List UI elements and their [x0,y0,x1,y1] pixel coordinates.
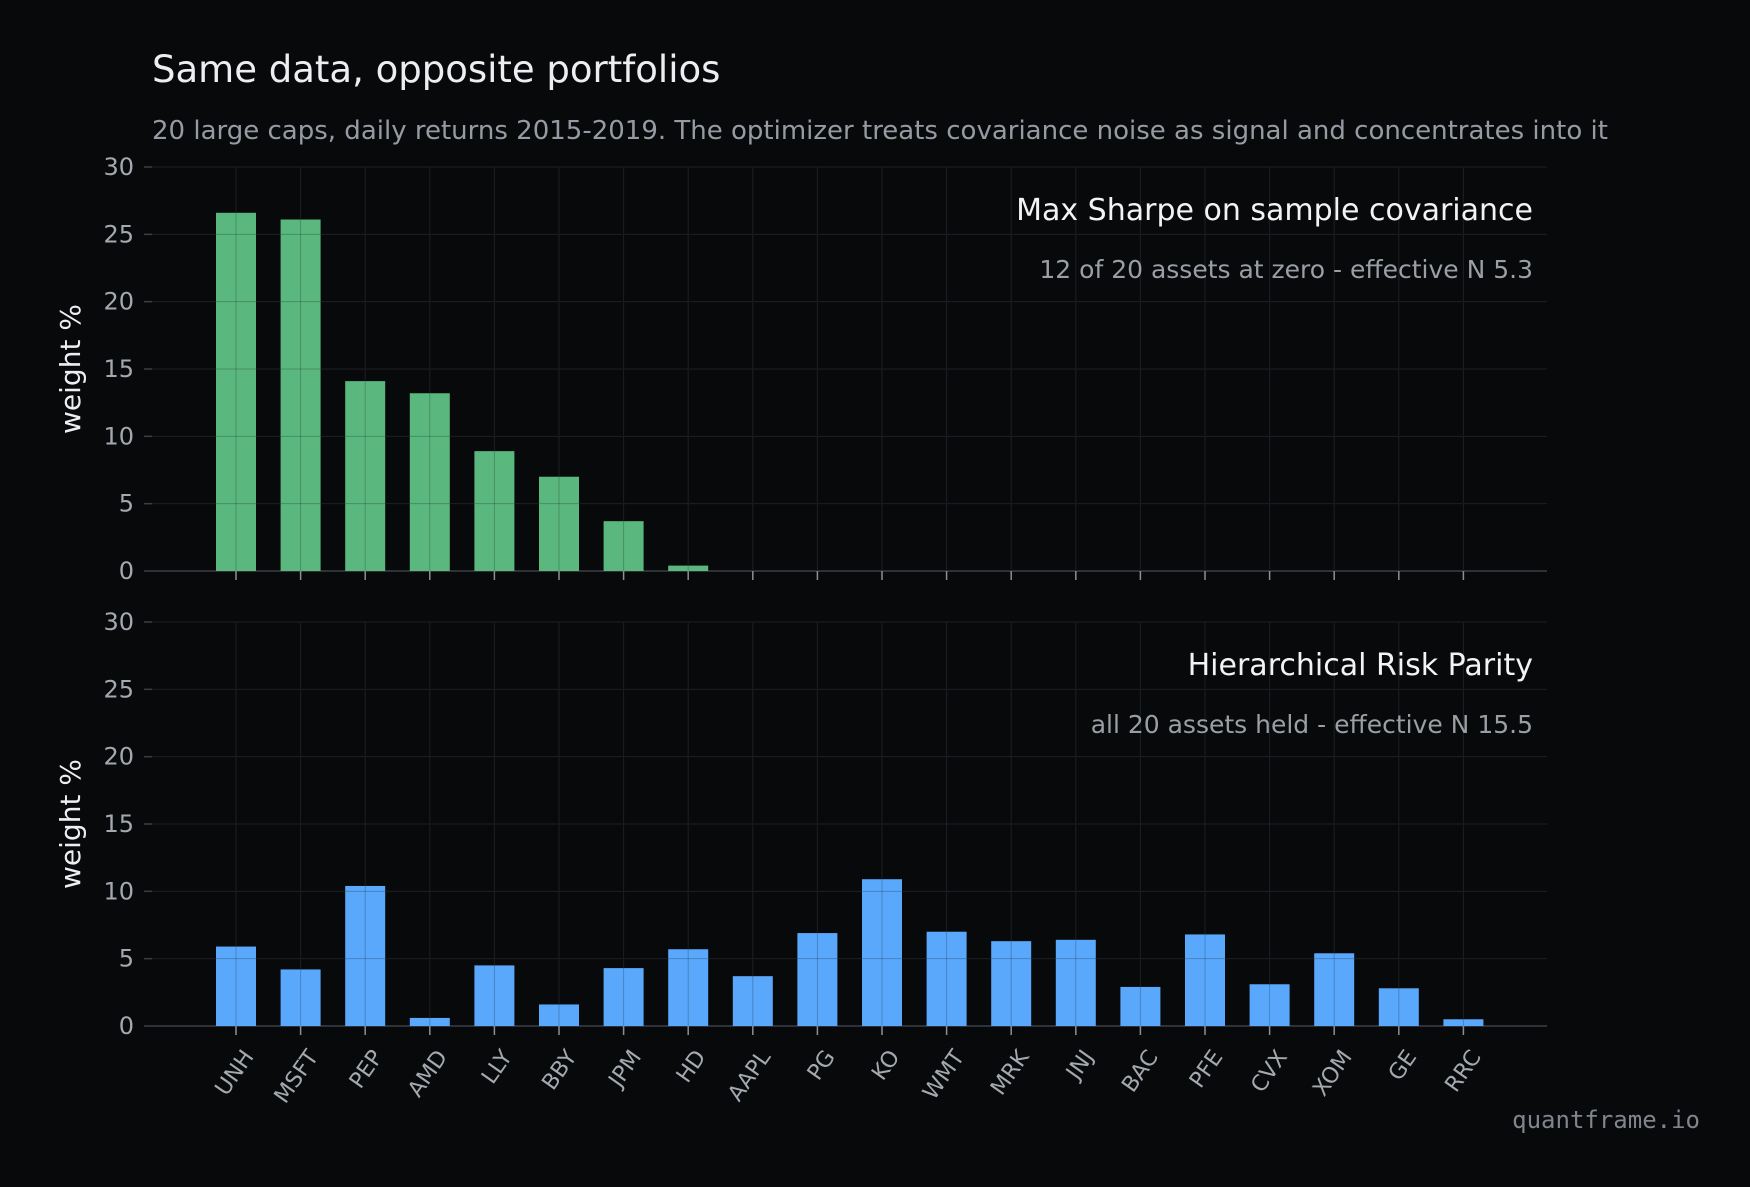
bar-ge [1378,988,1419,1026]
y-tick-label: 0 [119,557,134,585]
chart-title: Same data, opposite portfolios [152,48,721,91]
max-sharpe-panel-title: Max Sharpe on sample covariance [1016,193,1533,228]
x-tick-label-pg: PG [803,1046,841,1085]
x-tick-label-rrc: RRC [1441,1046,1487,1097]
bar-bby [539,476,579,571]
bar-jpm [603,521,644,571]
x-tick-label-xom: XOM [1308,1046,1357,1101]
y-tick-label: 15 [103,810,134,838]
hrp-panel: 0 5 10 15 20 25 30 weight % Hierarchical Risk Pa… [54,608,1547,1040]
x-tick-label-unh: UNH [211,1046,260,1101]
bar-amd [409,393,450,571]
bar-hd [668,949,709,1026]
bar-pfe [1185,934,1225,1026]
x-tick-label-lly: LLY [477,1045,518,1088]
y-tick-label: 5 [119,490,134,518]
watermark: quantframe.io [1512,1106,1700,1134]
bar-lly [474,451,515,571]
x-tick-label-ge: GE [1384,1046,1422,1086]
y-axis-title: weight % [54,304,87,434]
max-sharpe-panel: 0 5 10 15 20 25 30 weight % Max Sharpe on sample… [54,153,1547,585]
bar-cvx [1249,984,1290,1026]
x-tick-label-ko: KO [867,1046,905,1085]
max-sharpe-panel-subtitle: 12 of 20 assets at zero - effective N 5.… [1039,255,1533,284]
bar-unh [216,212,256,571]
bar-jnj [1055,939,1096,1026]
x-tick-label-msft: MSFT [270,1045,324,1108]
bar-jpm [603,968,644,1026]
bar-mrk [991,941,1032,1026]
bar-unh [216,946,256,1026]
bar-bby [539,1004,579,1026]
bar-ko [862,879,902,1026]
y-tick-label: 0 [119,1012,134,1040]
y-tick-label: 25 [103,675,134,703]
hrp-panel-title: Hierarchical Risk Parity [1188,648,1533,683]
y-tick-label: 20 [103,288,134,316]
x-tick-label-aapl: AAPL [723,1045,776,1106]
bar-msft [280,219,321,571]
x-tick-label-wmt: WMT [918,1045,970,1104]
bar-rrc [1443,1019,1484,1026]
bar-hd [668,565,709,571]
x-tick-label-amd: AMD [403,1046,453,1102]
bar-xom [1314,953,1355,1026]
y-tick-label: 25 [103,220,134,248]
bar-bac [1120,986,1161,1026]
bar-pep [345,885,386,1026]
x-tick-label-pep: PEP [345,1046,389,1093]
bar-pep [345,381,386,571]
y-tick-label: 10 [103,422,134,450]
bar-wmt [926,931,967,1026]
y-tick-label: 10 [103,877,134,905]
y-tick-label: 5 [119,945,134,973]
x-tick-label-mrk: MRK [986,1045,1035,1100]
bar-lly [474,965,515,1026]
x-tick-label-bby: BBY [538,1045,583,1095]
y-tick-label: 20 [103,743,134,771]
x-tick-label-jpm: JPM [603,1046,647,1094]
x-tick-label-pfe: PFE [1185,1046,1228,1093]
bar-aapl [732,976,773,1026]
y-tick-label: 30 [103,608,134,636]
y-axis-title: weight % [54,759,87,889]
bar-msft [280,969,321,1026]
x-tick-label-bac: BAC [1117,1046,1163,1097]
bar-pg [797,933,838,1026]
hrp-panel-subtitle: all 20 assets held - effective N 15.5 [1091,710,1533,739]
y-tick-label: 30 [103,153,134,181]
chart-subtitle: 20 large caps, daily returns 2015-2019. … [152,116,1608,146]
x-axis-tick-labels: UNH MSFT PEP AMD LLY BBY JPM HD AAPL PG KO WMT MRK JN… [211,1045,1487,1108]
y-tick-label: 15 [103,355,134,383]
bar-amd [409,1017,450,1026]
x-tick-label-cvx: CVX [1246,1046,1293,1098]
x-tick-label-hd: HD [672,1046,712,1088]
x-tick-label-jnj: JNJ [1061,1046,1100,1086]
